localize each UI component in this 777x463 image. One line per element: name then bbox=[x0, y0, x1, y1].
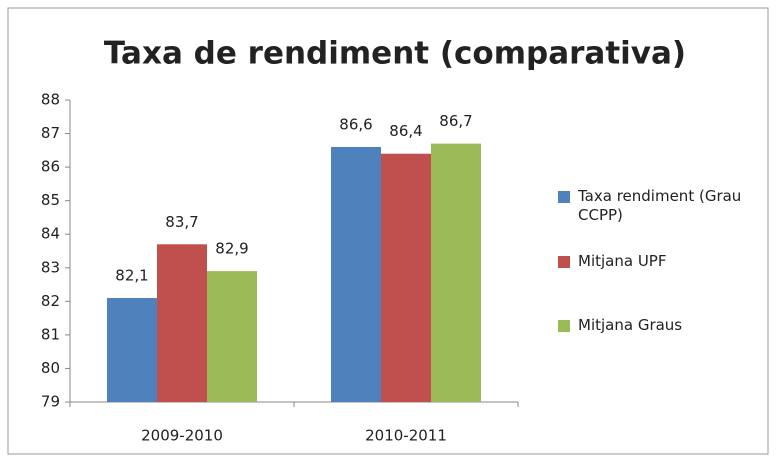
y-tick-label: 81 bbox=[41, 325, 60, 343]
value-label: 86,7 bbox=[439, 112, 472, 130]
x-tick-label: 2010-2011 bbox=[365, 427, 447, 445]
y-tick-label: 83 bbox=[41, 258, 60, 276]
bar bbox=[331, 146, 381, 402]
bar bbox=[107, 297, 157, 402]
bar bbox=[431, 143, 481, 402]
value-label: 86,4 bbox=[389, 122, 422, 140]
y-tick-label: 79 bbox=[41, 393, 60, 411]
y-tick-label: 84 bbox=[41, 225, 60, 243]
bar bbox=[157, 244, 207, 402]
legend-label: Taxa rendiment (Grau CCPP) bbox=[578, 187, 742, 224]
legend-swatch bbox=[558, 320, 570, 332]
value-label: 86,6 bbox=[339, 115, 372, 133]
value-label: 82,9 bbox=[215, 240, 248, 258]
bar bbox=[381, 153, 431, 402]
y-tick-label: 88 bbox=[41, 91, 60, 109]
legend-swatch bbox=[558, 191, 570, 203]
legend-label: Mitjana Graus bbox=[578, 316, 683, 334]
y-tick-label: 86 bbox=[41, 158, 60, 176]
legend-swatch bbox=[558, 256, 570, 268]
value-label: 83,7 bbox=[165, 213, 198, 231]
legend-label: Mitjana UPF bbox=[578, 252, 667, 270]
y-tick-label: 87 bbox=[41, 124, 60, 142]
value-label: 82,1 bbox=[115, 266, 148, 284]
bar bbox=[207, 271, 257, 402]
chart-title: Taxa de rendiment (comparativa) bbox=[104, 36, 686, 72]
y-tick-label: 85 bbox=[41, 191, 60, 209]
y-tick-label: 80 bbox=[41, 359, 60, 377]
x-tick-label: 2009-2010 bbox=[141, 427, 223, 445]
y-tick-label: 82 bbox=[41, 292, 60, 310]
